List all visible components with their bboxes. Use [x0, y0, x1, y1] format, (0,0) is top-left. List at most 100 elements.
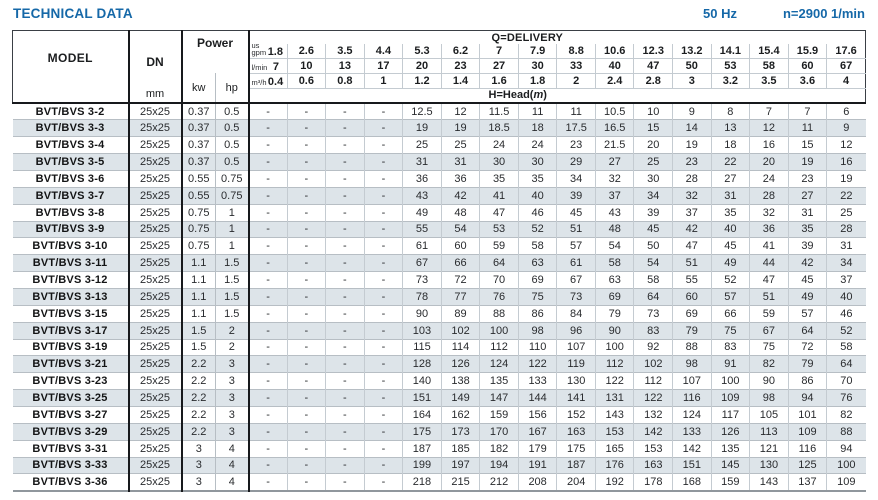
- head-value-cell: 13: [710, 119, 750, 137]
- model-cell: BVT/BVS 3-12: [12, 271, 130, 289]
- kw-cell: 3: [181, 456, 216, 474]
- head-value-cell: 24: [517, 136, 557, 154]
- head-value-cell: 91: [710, 355, 750, 373]
- head-value-cell: 58: [826, 338, 866, 356]
- head-value-cell: -: [286, 254, 326, 272]
- head-value-cell: 9: [826, 119, 866, 137]
- head-value-cell: 7: [787, 102, 827, 120]
- head-value-cell: 173: [440, 422, 480, 441]
- hp-cell: 4: [215, 439, 250, 458]
- header-row-delivery-title: MODEL DN mm Power Q=DELIVERY: [12, 30, 866, 104]
- head-value-cell: 11: [556, 102, 596, 120]
- head-value-cell: 126: [440, 355, 480, 373]
- dn-cell: 25x25: [128, 338, 183, 356]
- head-value-cell: 88: [672, 338, 712, 356]
- table-row: BVT/BVS 3-21 25x25 2.2 3- - - -128 126 124 122 119…: [12, 355, 866, 373]
- kw-cell: 0.55: [181, 186, 216, 205]
- model-cell: BVT/BVS 3-7: [12, 186, 130, 205]
- head-value-cell: -: [286, 153, 326, 171]
- head-value-cell: 112: [479, 338, 519, 356]
- header-row-head-title: H=Head(m): [13, 88, 866, 104]
- head-value-cell: -: [363, 338, 403, 356]
- header-row-m3h: kw hp m³/h 0.4 0.6 0.8 1 1.2 1.4 1.6 1.8 2 2.4 2.8 3…: [13, 73, 866, 104]
- head-value-cell: -: [248, 136, 288, 154]
- head-value-cell: 40: [517, 186, 557, 205]
- head-value-cell: 218: [402, 473, 442, 491]
- head-value-cell: 100: [710, 372, 750, 390]
- kw-cell: 1.1: [181, 287, 216, 306]
- head-header-label: H=Head(m): [488, 89, 547, 102]
- head-value-cell: -: [286, 287, 326, 306]
- head-value-cell: -: [248, 237, 288, 255]
- hp-cell: 2: [215, 321, 250, 340]
- head-value-cell: 88: [826, 422, 866, 441]
- head-value-cell: 159: [479, 405, 519, 424]
- head-value-cell: 116: [787, 439, 827, 458]
- usgpm-value-cell: us gpm 1.8: [248, 41, 288, 59]
- kw-cell: 2.2: [181, 422, 216, 441]
- operating-conditions: 50 Hz n=2900 1/min: [703, 6, 865, 21]
- kw-cell: 2.2: [181, 372, 216, 390]
- dn-cell: 25x25: [128, 304, 183, 323]
- usgpm-value-cell: 10.6: [594, 43, 634, 59]
- table-row: BVT/BVS 3-27 25x25 2.2 3- - - -164 162 159 156 152…: [12, 405, 866, 424]
- head-value-cell: 36: [749, 220, 789, 238]
- head-value-cell: 124: [672, 405, 712, 424]
- head-value-cell: -: [248, 473, 288, 491]
- table-row: BVT/BVS 3-19 25x25 1.5 2- - - -115 114 112 110 107…: [12, 338, 866, 356]
- head-value-cell: 115: [402, 338, 442, 356]
- head-value-cell: 36: [402, 169, 442, 188]
- head-value-cell: 78: [402, 287, 442, 306]
- head-value-cell: 131: [594, 389, 634, 407]
- head-value-cell: 31: [402, 153, 442, 171]
- head-value-cell: 32: [672, 186, 712, 205]
- head-value-cell: 45: [556, 203, 596, 222]
- head-value-cell: 124: [479, 355, 519, 373]
- head-value-cell: 24: [749, 169, 789, 188]
- head-value-cell: -: [325, 169, 365, 188]
- usgpm-value-cell: 7.9: [517, 43, 557, 59]
- kw-cell: 0.37: [181, 136, 216, 154]
- head-value-cell: 179: [517, 439, 557, 458]
- model-cell: BVT/BVS 3-25: [12, 389, 130, 407]
- model-cell: BVT/BVS 3-31: [12, 439, 130, 458]
- model-cell: BVT/BVS 3-36: [12, 473, 130, 491]
- lmin-unit-label: l/min: [251, 62, 268, 72]
- head-value-cell: 64: [479, 254, 519, 272]
- kw-cell: 2.2: [181, 355, 216, 373]
- head-value-cell: 100: [479, 321, 519, 340]
- head-value-cell: -: [248, 287, 288, 306]
- hp-cell: 4: [215, 473, 250, 491]
- head-value-cell: 54: [594, 237, 634, 255]
- m3h-value-cell: 1.2: [402, 73, 442, 89]
- head-value-cell: 28: [826, 220, 866, 238]
- head-value-cell: 119: [556, 355, 596, 373]
- head-value-cell: -: [363, 136, 403, 154]
- model-cell: BVT/BVS 3-3: [12, 119, 130, 137]
- head-value-cell: 83: [710, 338, 750, 356]
- head-value-cell: -: [248, 456, 288, 474]
- head-value-cell: -: [325, 102, 365, 120]
- head-value-cell: -: [286, 355, 326, 373]
- head-value-cell: 29: [556, 153, 596, 171]
- column-header-dn: DN mm: [128, 30, 183, 104]
- head-value-cell: 20: [749, 153, 789, 171]
- head-value-cell: 75: [749, 338, 789, 356]
- usgpm-value-cell: 3.5: [325, 43, 365, 59]
- head-value-cell: 34: [826, 254, 866, 272]
- head-value-cell: 178: [633, 473, 673, 491]
- head-value-cell: 24: [479, 136, 519, 154]
- head-value-cell: -: [248, 153, 288, 171]
- head-value-cell: 135: [479, 372, 519, 390]
- model-cell: BVT/BVS 3-29: [12, 422, 130, 441]
- head-value-cell: 31: [710, 186, 750, 205]
- head-value-cell: 47: [672, 237, 712, 255]
- table-row: BVT/BVS 3-7 25x25 0.55 0.75- - - -43 42 41 40 39 37…: [12, 186, 866, 205]
- head-value-cell: 94: [826, 439, 866, 458]
- header-row-usgpm: us gpm 1.8 2.6 3.5 4.4 5.3 6.2 7 7.9 8.8 10.6 12.3 13…: [13, 41, 866, 59]
- kw-cell: 1.1: [181, 304, 216, 323]
- head-value-cell: -: [248, 405, 288, 424]
- head-value-cell: 83: [633, 321, 673, 340]
- head-value-cell: -: [286, 405, 326, 424]
- head-value-cell: 130: [749, 456, 789, 474]
